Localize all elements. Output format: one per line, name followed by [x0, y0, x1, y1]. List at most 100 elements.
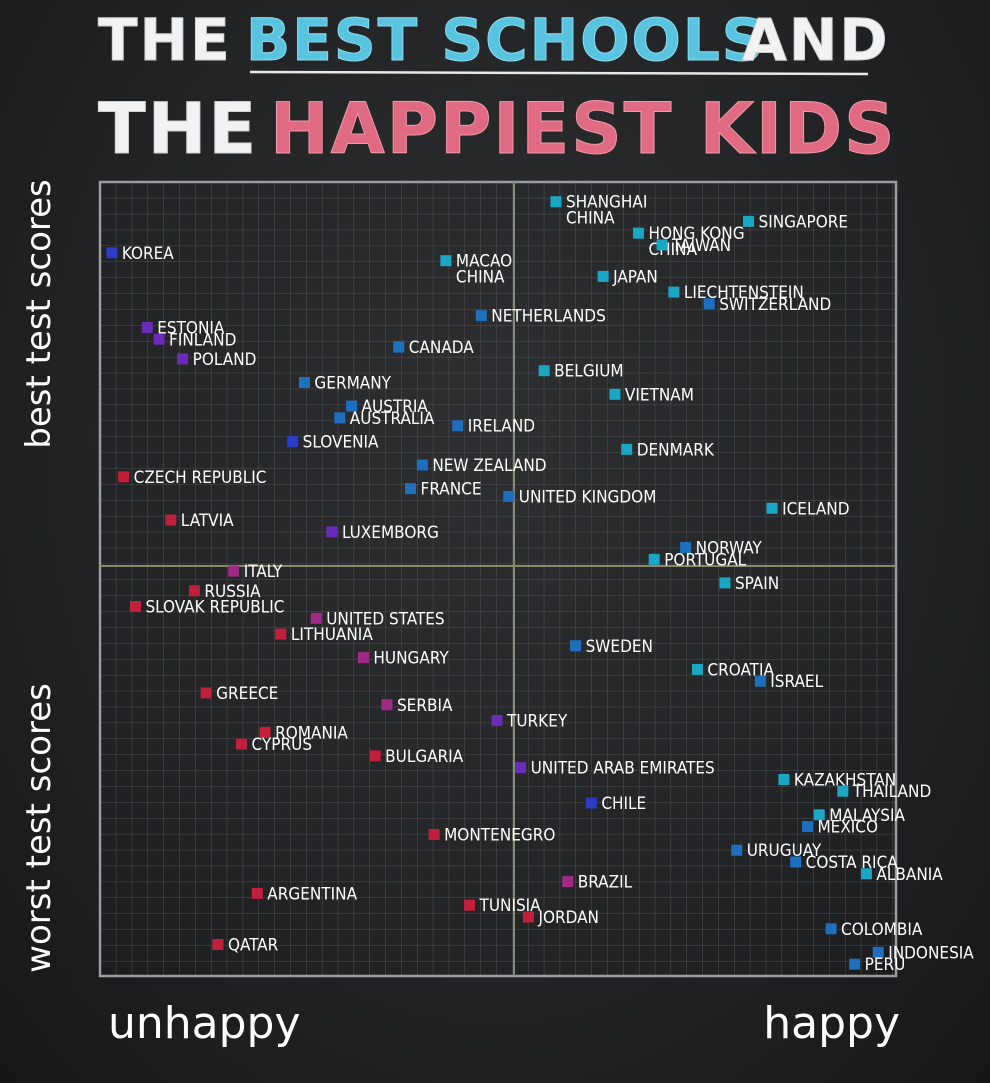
point-marker: [719, 577, 731, 589]
point-label: SWITZERLAND: [719, 295, 831, 315]
point-label: SLOVENIA: [303, 432, 379, 452]
point-label: SWEDEN: [586, 637, 653, 657]
point-marker: [228, 565, 240, 577]
point-marker: [236, 738, 248, 750]
point-marker: [165, 514, 177, 526]
point-label: ESTONIA: [157, 318, 225, 338]
point-marker: [778, 773, 790, 785]
point-marker: [405, 483, 417, 495]
point-label: TAIWAN: [671, 236, 731, 256]
point-marker: [766, 502, 778, 514]
point-korea: KOREA: [106, 244, 174, 264]
point-label-secondary: CHINA: [566, 209, 615, 229]
point-label: INDONESIA: [888, 943, 974, 963]
point-marker: [656, 239, 668, 251]
point-montenegro: MONTENEGRO: [428, 825, 555, 845]
point-colombia: COLOMBIA: [825, 920, 923, 940]
point-marker: [188, 585, 200, 597]
point-label: ITALY: [244, 562, 283, 582]
point-chile: CHILE: [585, 794, 646, 814]
point-marker: [129, 601, 141, 613]
point-label: AUSTRIA: [362, 397, 429, 417]
point-marker: [825, 923, 837, 935]
point-label: SINGAPORE: [759, 212, 849, 232]
point-marker: [212, 938, 224, 950]
point-label: JAPAN: [612, 267, 658, 287]
point-label: TUNISIA: [478, 896, 541, 916]
title-the-1: THE: [98, 6, 232, 74]
point-malaysia: MALAYSIA: [813, 806, 906, 826]
point-finland: FINLAND: [153, 330, 236, 350]
point-marker: [632, 227, 644, 239]
plot-frame: [98, 180, 898, 978]
point-marker: [428, 828, 440, 840]
point-marker: [515, 762, 527, 774]
point-label: ROMANIA: [275, 723, 348, 743]
point-marker: [452, 420, 464, 432]
point-albania: ALBANIA: [860, 865, 943, 885]
title-and: AND: [742, 6, 890, 74]
point-label: ARGENTINA: [267, 884, 357, 904]
point-marker: [801, 821, 813, 833]
point-marker: [550, 196, 562, 208]
point-spain: SPAIN: [719, 574, 779, 594]
point-thailand: THAILAND: [837, 782, 931, 802]
point-denmark: DENMARK: [621, 440, 715, 460]
point-singapore: SINGAPORE: [743, 212, 848, 232]
point-marker: [860, 868, 872, 880]
point-greece: GREECE: [200, 684, 278, 704]
point-canada: CANADA: [393, 338, 474, 358]
point-marker: [609, 388, 621, 400]
point-label: BULGARIA: [385, 747, 464, 767]
point-label: CZECH REPUBLIC: [134, 468, 267, 488]
point-marker: [813, 809, 825, 821]
point-label: THAILAND: [852, 782, 931, 802]
point-label: BELGIUM: [554, 362, 623, 382]
title-underline: [249, 70, 869, 76]
point-marker: [503, 490, 515, 502]
point-marker: [106, 247, 118, 259]
point-label: COSTA RICA: [806, 853, 899, 873]
point-qatar: QATAR: [212, 935, 279, 955]
point-liechtenstein: LIECHTENSTEIN: [668, 283, 804, 303]
point-label: LIECHTENSTEIN: [684, 283, 804, 303]
point-united-kingdom: UNITED KINGDOM: [503, 487, 656, 507]
point-label: MONTENEGRO: [444, 825, 555, 845]
plot-grid: [100, 182, 896, 976]
point-label: CROATIA: [707, 660, 774, 680]
x-label-right: happy: [763, 998, 900, 1049]
point-austria: AUSTRIA: [346, 397, 428, 417]
point-marker: [754, 675, 766, 687]
point-label: COLOMBIA: [841, 920, 923, 940]
point-israel: ISRAEL: [754, 672, 824, 692]
point-marker: [731, 844, 743, 856]
point-label: UNITED KINGDOM: [519, 487, 657, 507]
point-marker: [668, 286, 680, 298]
point-marker: [369, 750, 381, 762]
point-kazakhstan: KAZAKHSTAN: [778, 770, 896, 790]
point-italy: ITALY: [228, 562, 283, 582]
point-label: QATAR: [228, 935, 279, 955]
point-japan: JAPAN: [597, 267, 658, 287]
point-marker: [200, 687, 212, 699]
point-marker: [570, 640, 582, 652]
title-happiest-kids: HAPPIEST KIDS: [270, 88, 897, 170]
point-new-zealand: NEW ZEALAND: [416, 456, 547, 476]
point-marker: [251, 887, 263, 899]
point-belgium: BELGIUM: [538, 362, 624, 382]
point-label: FRANCE: [421, 480, 482, 500]
point-label: IRELAND: [468, 417, 535, 437]
point-marker: [141, 321, 153, 333]
point-poland: POLAND: [177, 350, 256, 370]
point-marker: [680, 542, 692, 554]
point-australia: AUSTRALIA: [334, 409, 435, 429]
point-marker: [275, 628, 287, 640]
point-label: FINLAND: [169, 330, 236, 350]
point-marker: [872, 946, 884, 958]
point-label: POLAND: [193, 350, 257, 370]
point-marker: [463, 899, 475, 911]
point-marker: [259, 726, 271, 738]
point-czech-republic: CZECH REPUBLIC: [118, 468, 266, 488]
point-marker: [790, 856, 802, 868]
